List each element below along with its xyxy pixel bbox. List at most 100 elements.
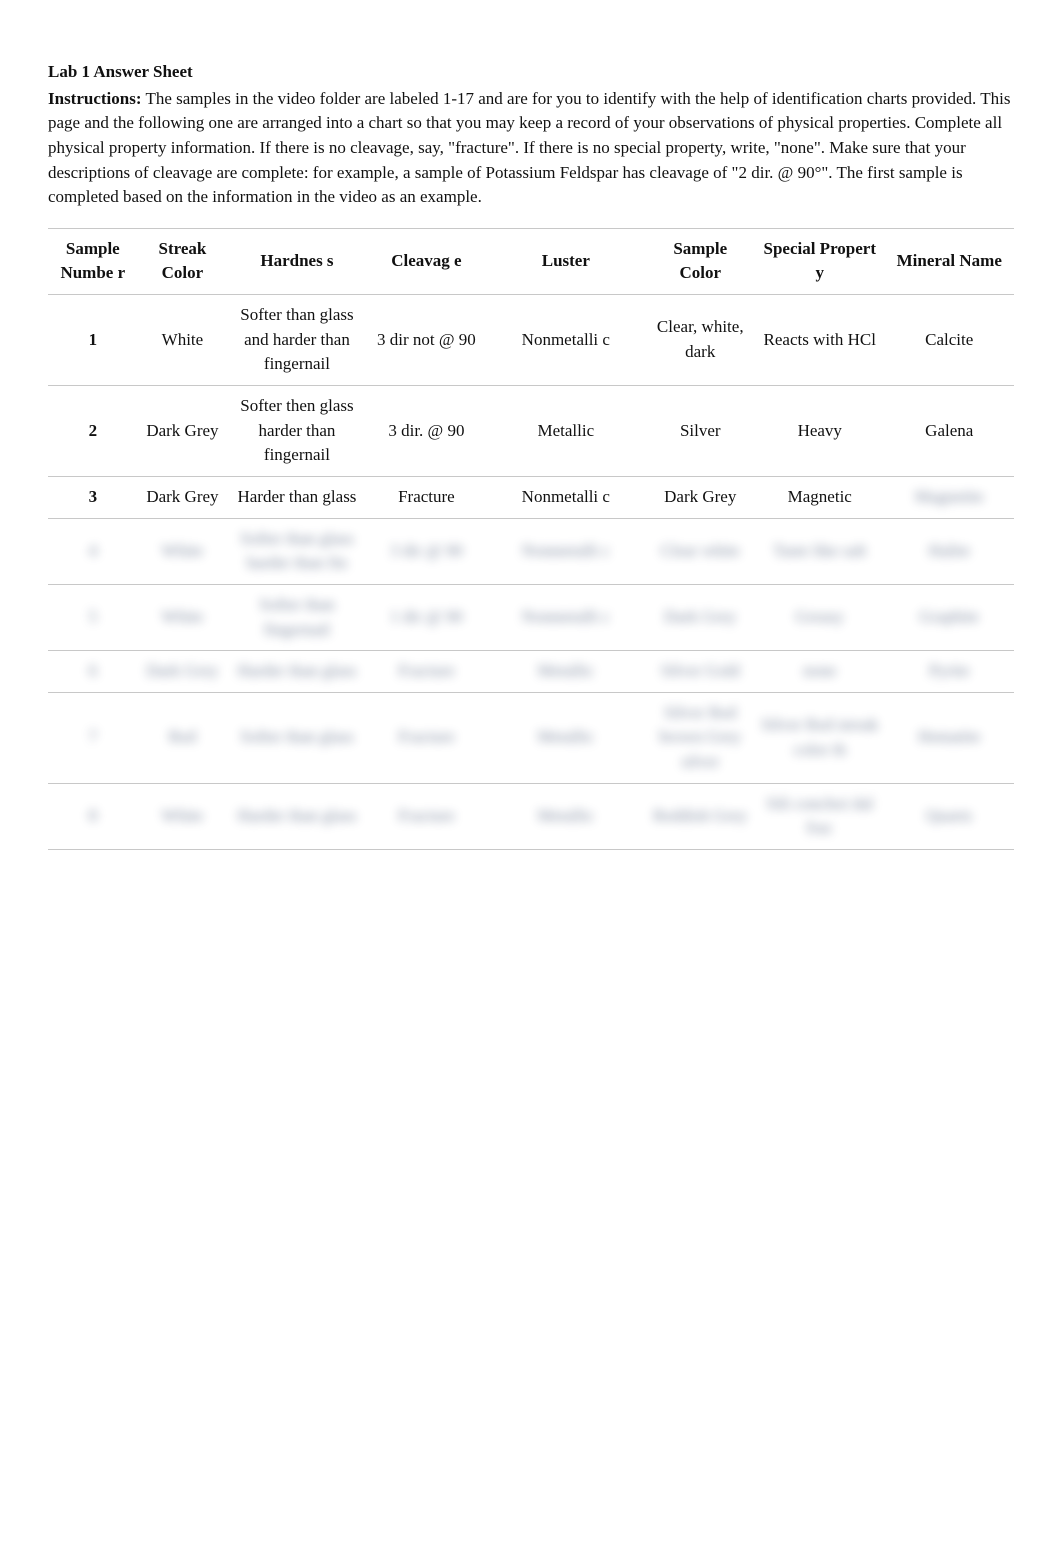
cell-special: Reacts with HCl: [755, 295, 884, 386]
blurred-text: Graphite: [920, 605, 979, 630]
cell-special: Magnetic: [755, 476, 884, 518]
col-hardness: Hardnes s: [227, 228, 366, 294]
cell-cleavage: Fracture: [367, 651, 486, 693]
cell-streak: Dark Grey: [138, 476, 228, 518]
blurred-text: Harder than glass: [237, 804, 356, 829]
blurred-text: 5: [89, 605, 98, 630]
cell-color: Silver: [645, 386, 755, 477]
table-header-row: Sample Numbe r Streak Color Hardnes s Cl…: [48, 228, 1014, 294]
cell-cleavage: 3 dir not @ 90: [367, 295, 486, 386]
blurred-text: Quartz: [926, 804, 972, 829]
table-row: 1 White Softer than glass and harder tha…: [48, 295, 1014, 386]
cell-num: 7: [48, 692, 138, 783]
cell-name: Halite: [884, 518, 1014, 584]
col-sample-color: Sample Color: [645, 228, 755, 294]
blurred-text: Dark Grey: [664, 605, 736, 630]
cell-hardness: Softer then glass harder than fingernail: [227, 386, 366, 477]
cell-streak: Red: [138, 692, 228, 783]
cell-hardness: Harder than glass: [227, 651, 366, 693]
cell-special: Greasy: [755, 584, 884, 650]
table-row: 5 White Softer than fingernail 1 dir @ 9…: [48, 584, 1014, 650]
cell-name: Pyrite: [884, 651, 1014, 693]
doc-title: Lab 1 Answer Sheet: [48, 60, 1014, 85]
cell-color: Clear, white, dark: [645, 295, 755, 386]
table-row: 8 White Harder than glass Fracture Metal…: [48, 783, 1014, 849]
cell-special: Heavy: [755, 386, 884, 477]
cell-name: Graphite: [884, 584, 1014, 650]
cell-cleavage: Fracture: [367, 692, 486, 783]
cell-luster: Nonmetalli c: [486, 295, 645, 386]
cell-cleavage: Fracture: [367, 783, 486, 849]
blurred-text: 1 dir @ 90: [390, 605, 463, 630]
cell-num: 6: [48, 651, 138, 693]
cell-streak: White: [138, 783, 228, 849]
table-row: 6 Dark Grey Harder than glass Fracture M…: [48, 651, 1014, 693]
blurred-text: Sili conchoi dal frac: [761, 792, 878, 841]
cell-hardness: Softer than glass harder than fin: [227, 518, 366, 584]
blurred-text: Metallic: [537, 804, 594, 829]
cell-streak: White: [138, 584, 228, 650]
cell-num: 8: [48, 783, 138, 849]
table-body: 1 White Softer than glass and harder tha…: [48, 295, 1014, 850]
blurred-text: 3 dir @ 90: [390, 539, 463, 564]
cell-name: Hematite: [884, 692, 1014, 783]
blurred-text: Softer than glass harder than fin: [233, 527, 360, 576]
blurred-text: Metallic: [537, 659, 594, 684]
cell-color: Reddish Grey: [645, 783, 755, 849]
blurred-text: Silver Red brown Grey silver: [651, 701, 749, 775]
blurred-text: Hematite: [918, 725, 980, 750]
cell-luster: Nonmetalli c: [486, 476, 645, 518]
cell-special: none: [755, 651, 884, 693]
instructions: Instructions: The samples in the video f…: [48, 87, 1014, 210]
cell-color: Dark Grey: [645, 584, 755, 650]
cell-hardness: Harder than glass: [227, 476, 366, 518]
cell-num: 2: [48, 386, 138, 477]
cell-cleavage: 3 dir @ 90: [367, 518, 486, 584]
instructions-label: Instructions:: [48, 89, 142, 108]
cell-hardness: Softer than glass: [227, 692, 366, 783]
blurred-text: Softer than fingernail: [233, 593, 360, 642]
blurred-text: Silver Gold: [661, 659, 740, 684]
cell-luster: Metallic: [486, 692, 645, 783]
col-cleavage: Cleavag e: [367, 228, 486, 294]
cell-color: Silver Red brown Grey silver: [645, 692, 755, 783]
cell-special: Taste like salt: [755, 518, 884, 584]
blurred-text: Taste like salt: [773, 539, 866, 564]
cell-luster: Nonmetalli c: [486, 518, 645, 584]
blurred-text: 6: [89, 659, 98, 684]
blurred-text: White: [162, 605, 204, 630]
blurred-text: Magnetite: [915, 485, 984, 510]
cell-cleavage: 1 dir @ 90: [367, 584, 486, 650]
cell-luster: Metallic: [486, 783, 645, 849]
cell-name: Calcite: [884, 295, 1014, 386]
blurred-text: Harder than glass: [237, 659, 356, 684]
blurred-text: Pyrite: [929, 659, 970, 684]
cell-num: 4: [48, 518, 138, 584]
cell-streak: White: [138, 518, 228, 584]
blurred-text: Softer than glass: [240, 725, 353, 750]
cell-color: Clear white: [645, 518, 755, 584]
cell-streak: Dark Grey: [138, 386, 228, 477]
cell-num: 3: [48, 476, 138, 518]
cell-num: 1: [48, 295, 138, 386]
table-row: 7 Red Softer than glass Fracture Metalli…: [48, 692, 1014, 783]
blurred-text: Reddish Grey: [653, 804, 747, 829]
cell-hardness: Softer than glass and harder than finger…: [227, 295, 366, 386]
blurred-text: 7: [89, 725, 98, 750]
cell-luster: Metallic: [486, 651, 645, 693]
cell-hardness: Softer than fingernail: [227, 584, 366, 650]
table-row: 2 Dark Grey Softer then glass harder tha…: [48, 386, 1014, 477]
cell-special: Sili conchoi dal frac: [755, 783, 884, 849]
blurred-text: Fracture: [398, 804, 455, 829]
blurred-text: Greasy: [796, 605, 844, 630]
cell-color: Silver Gold: [645, 651, 755, 693]
cell-luster: Nonmetalli c: [486, 584, 645, 650]
blurred-text: White: [162, 804, 204, 829]
blurred-text: Fracture: [398, 659, 455, 684]
col-sample-number: Sample Numbe r: [48, 228, 138, 294]
cell-luster: Metallic: [486, 386, 645, 477]
cell-name: Galena: [884, 386, 1014, 477]
col-mineral-name: Mineral Name: [884, 228, 1014, 294]
cell-cleavage: 3 dir. @ 90: [367, 386, 486, 477]
col-special-property: Special Propert y: [755, 228, 884, 294]
